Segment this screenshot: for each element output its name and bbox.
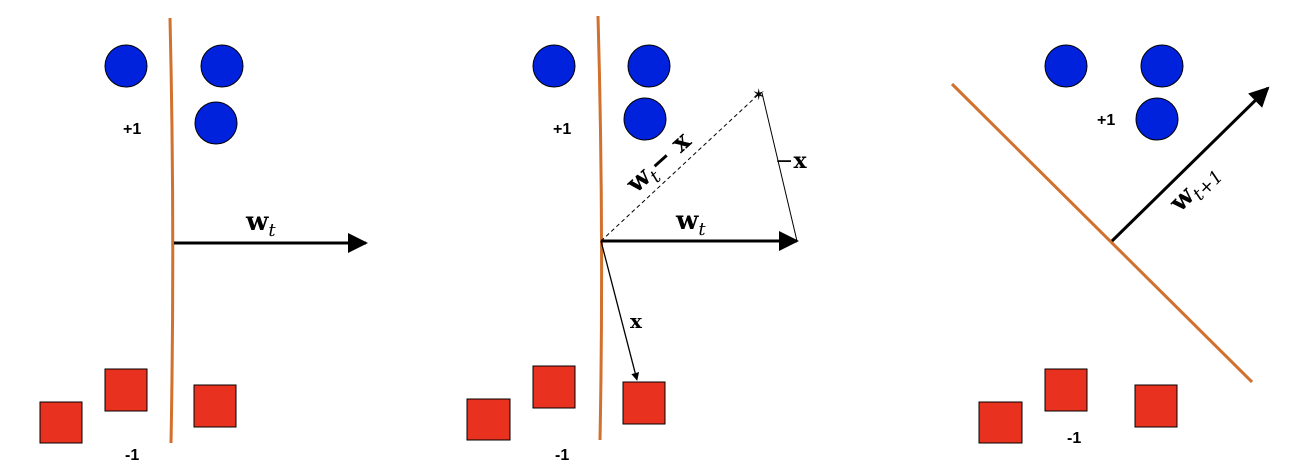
negative-class-label: -1 (1067, 430, 1081, 447)
panel-2: +1 -1 wt− x ✶ −x wt x (466, 15, 807, 464)
negative-x-label: −x (775, 148, 807, 174)
weight-vector-label: wt (675, 206, 706, 240)
negative-point (1134, 384, 1178, 428)
negative-point (1044, 368, 1088, 412)
negative-class-label: -1 (125, 447, 139, 464)
weight-vector-arrow (1110, 86, 1270, 243)
positive-point (623, 97, 667, 141)
negative-point (39, 401, 83, 444)
positive-point (194, 101, 238, 145)
positive-point (104, 44, 148, 88)
tip-star-icon: ✶ (752, 85, 765, 104)
positive-point (627, 44, 671, 88)
decision-boundary (596, 15, 604, 441)
positive-class-label: +1 (553, 121, 571, 138)
negative-x-vector-line (761, 92, 798, 242)
negative-point (978, 401, 1023, 444)
negative-class-label: -1 (555, 447, 569, 464)
negative-point (104, 368, 148, 412)
negative-point (466, 398, 511, 441)
positive-point (1044, 44, 1088, 88)
positive-class-label: +1 (1097, 112, 1115, 129)
positive-point (1140, 44, 1184, 88)
decision-boundary (168, 17, 175, 444)
positive-class-label: +1 (123, 121, 141, 138)
positive-point (1135, 97, 1179, 141)
positive-point (532, 44, 576, 88)
difference-vector-line (600, 92, 761, 242)
decision-boundary (950, 82, 1254, 384)
weight-vector-label: wt (245, 207, 276, 241)
weight-vector-label: wt+1 (1163, 157, 1227, 221)
panel-1: +1 -1 wt (39, 17, 368, 464)
x-vector-arrow (600, 240, 640, 381)
negative-point (622, 381, 666, 425)
x-vector-label: x (630, 309, 643, 333)
difference-vector-label: wt− x (620, 126, 700, 203)
negative-point (193, 384, 237, 428)
negative-point (532, 365, 576, 409)
positive-point (200, 44, 244, 88)
panel-3: +1 -1 wt+1 (950, 44, 1270, 447)
